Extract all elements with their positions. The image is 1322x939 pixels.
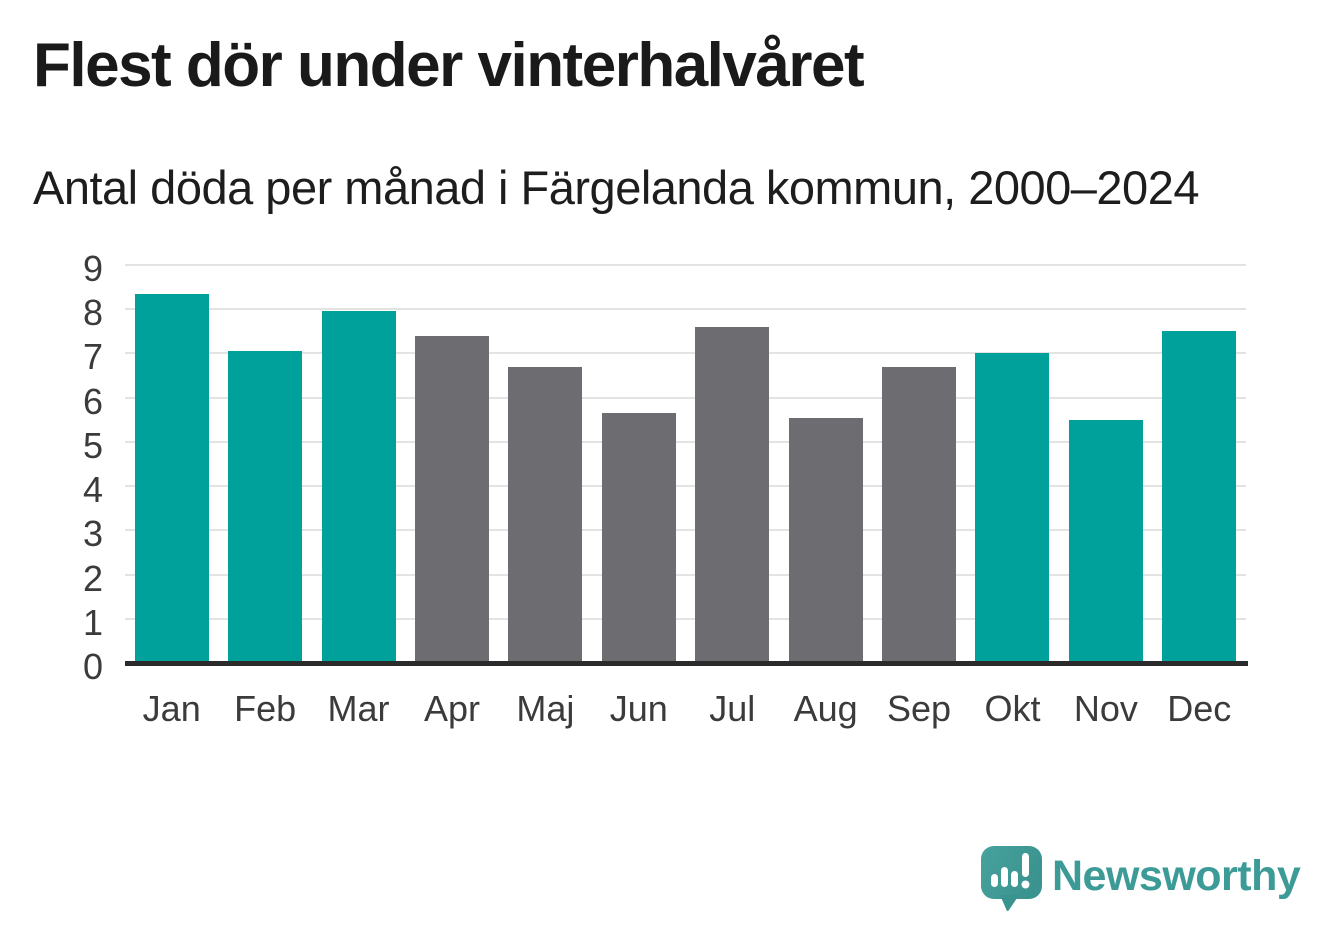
x-tick-label-jan: Jan [142,688,201,729]
gridline-y-1 [125,617,1246,620]
x-tick-label-dec: Dec [1167,688,1232,729]
y-tick-label-8: 8 [82,292,103,334]
x-tick-label-sep: Sep [887,688,952,729]
x-axis-line [125,661,1248,666]
bar-feb [228,351,303,661]
bar-mar [321,311,396,661]
gridline-y-6 [125,396,1246,399]
y-tick-label-5: 5 [82,424,103,466]
x-tick-label-apr: Apr [423,688,480,729]
chart-subtitle: Antal döda per månad i Färgelanda kommun… [33,161,1199,214]
x-tick-label-jun: Jun [609,688,668,729]
mini-bar-2 [1001,867,1008,887]
y-tick-label-2: 2 [82,557,103,599]
mini-bar-1 [991,874,998,887]
bar-jun [601,413,676,661]
gridline-y-9 [125,264,1246,266]
chart-title: Flest dör under vinterhalvåret [33,31,865,100]
speech-bubble-shape [981,846,1042,899]
y-tick-label-9: 9 [82,248,103,289]
newsworthy-logo-icon [981,846,1042,911]
x-tick-label-nov: Nov [1073,688,1138,729]
bar-aug [788,417,863,661]
x-tick-label-mar: Mar [327,688,390,729]
y-tick-label-6: 6 [82,380,103,422]
bar-dec [1162,331,1237,661]
x-tick-label-jul: Jul [709,688,756,729]
bar-okt [975,353,1050,661]
bar-jan [134,293,209,661]
newsworthy-logo: Newsworthy [981,846,1301,913]
mini-bar-3 [1011,871,1018,887]
gridline-y-7 [125,352,1246,355]
x-tick-label-maj: Maj [516,688,575,729]
bar-sep [882,366,957,661]
speech-bubble-tail [1000,895,1019,911]
bar-chart-plot-area: 0 1 2 3 4 5 6 7 8 9 Jan Feb Mar Apr Maj Jun Jul Aug Sep Okt… [83,251,1248,729]
bar-nov [1068,419,1143,661]
y-tick-label-7: 7 [82,336,103,378]
x-tick-label-aug: Aug [793,688,858,729]
y-tick-label-1: 1 [82,601,103,643]
y-tick-label-3: 3 [82,513,103,555]
bar-jul [695,326,770,661]
gridline-y-2 [125,573,1246,576]
exclamation-bar [1022,853,1029,877]
gridline-y-8 [125,308,1246,311]
bar-maj [508,366,583,661]
x-tick-label-feb: Feb [234,688,297,729]
y-tick-label-4: 4 [82,469,103,511]
y-tick-label-0: 0 [82,646,103,687]
gridline-y-5 [125,440,1246,443]
newsworthy-logo-text: Newsworthy [1052,852,1301,900]
bar-apr [414,335,489,661]
exclamation-dot [1021,880,1030,889]
gridline-y-3 [125,529,1246,532]
gridline-y-4 [125,485,1246,488]
x-tick-label-okt: Okt [984,688,1041,729]
